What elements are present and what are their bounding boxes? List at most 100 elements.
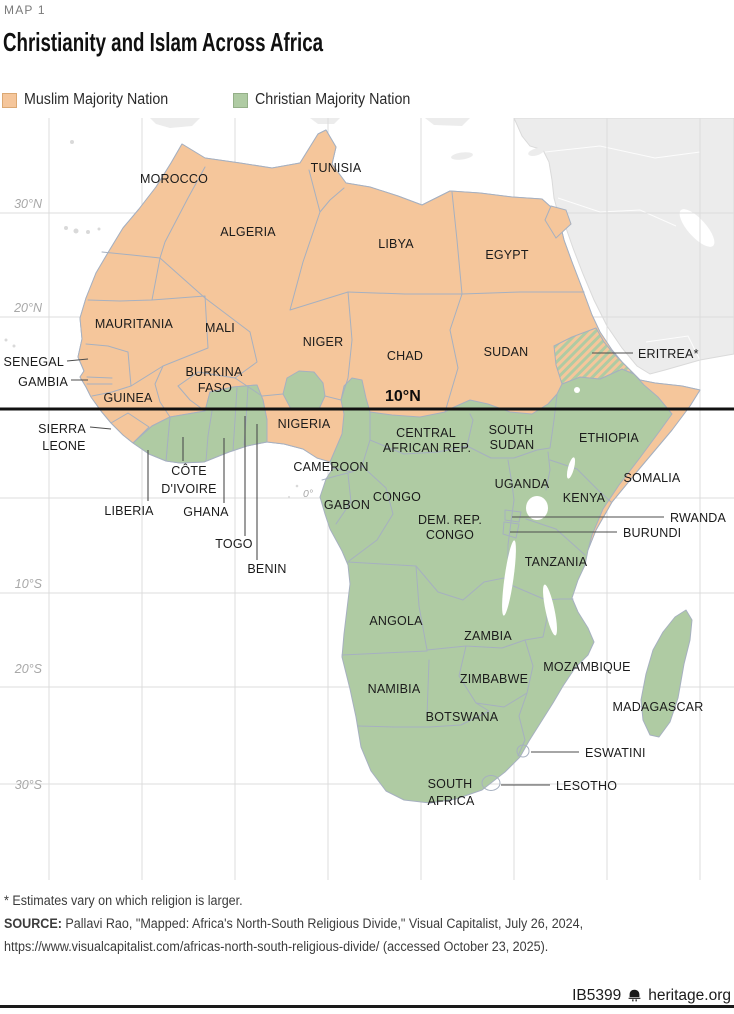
persian-gulf	[679, 209, 715, 247]
greece-sliver	[425, 118, 470, 126]
legend: Muslim Majority Nation Christian Majorit…	[0, 91, 734, 109]
madagascar-shape	[640, 609, 693, 738]
label-madagascar: MADAGASCAR	[613, 700, 704, 714]
label-botswana: BOTSWANA	[426, 710, 499, 724]
madeira-island	[70, 140, 74, 144]
label-algeria: ALGERIA	[220, 225, 276, 239]
label-namibia: NAMIBIA	[368, 682, 421, 696]
ten-north-label: 10°N	[385, 388, 421, 405]
africa-map: 30°N 20°N 10°S 20°S 30°S 0° 10°N MOROCCO…	[0, 118, 734, 880]
label-somalia: SOMALIA	[624, 471, 681, 485]
label-morocco: MOROCCO	[140, 172, 208, 186]
canary-island-4	[97, 227, 101, 231]
label-south-sudan-2: SUDAN	[490, 438, 535, 452]
africa-muslim-north	[77, 129, 635, 463]
middle-east-land	[513, 118, 734, 375]
label-gambia: GAMBIA	[18, 375, 68, 389]
country-borders	[85, 166, 612, 791]
burundi-shape	[502, 521, 520, 539]
label-burundi: BURUNDI	[623, 526, 681, 540]
label-tunisia: TUNISIA	[311, 161, 362, 175]
label-angola: ANGOLA	[369, 614, 423, 628]
country-labels: MOROCCO TUNISIA ALGERIA LIBYA EGYPT MAUR…	[95, 161, 704, 808]
muslim-swatch	[2, 92, 17, 108]
sao-tome-island	[295, 484, 299, 488]
label-faso: FASO	[198, 381, 232, 395]
label-niger: NIGER	[303, 335, 344, 349]
document-id: IB5399	[572, 987, 622, 1004]
bottom-rule	[0, 1005, 734, 1008]
sicily-sliver	[310, 118, 340, 124]
callout-lines	[66, 352, 664, 786]
legend-item-christian: Christian Majority Nation	[233, 91, 424, 109]
rwanda-shape	[504, 509, 522, 523]
other-landmass	[4, 118, 734, 498]
lakes	[502, 387, 580, 636]
label-burkina: BURKINA	[186, 365, 243, 379]
label-cote: CÔTE	[171, 463, 207, 478]
senegal-callout-line	[66, 358, 89, 362]
site-link[interactable]: heritage.org	[648, 987, 731, 1004]
source-prefix: SOURCE:	[4, 916, 62, 931]
spain-sliver	[150, 118, 200, 128]
label-togo: TOGO	[215, 537, 252, 551]
cape-verde-1	[4, 338, 8, 342]
gray-border-3	[645, 335, 701, 361]
christian-swatch	[233, 92, 248, 108]
label-ghana: GHANA	[183, 505, 229, 519]
canary-island-1	[64, 226, 68, 230]
label-mali: MALI	[205, 321, 235, 335]
label-zimbabwe: ZIMBABWE	[460, 672, 528, 686]
label-cameroon: CAMEROON	[293, 460, 368, 474]
lesotho-shape	[481, 775, 501, 791]
label-ethiopia: ETHIOPIA	[579, 431, 639, 445]
label-gabon: GABON	[324, 498, 370, 512]
label-south-africa-1: SOUTH	[428, 777, 473, 791]
lake-tanganyika	[502, 540, 516, 616]
eswatini-shape	[516, 744, 530, 758]
label-kenya: KENYA	[563, 491, 606, 505]
lat-label-30s: 30°S	[15, 778, 43, 792]
label-egypt: EGYPT	[485, 248, 529, 262]
source-text: Pallavi Rao, "Mapped: Africa's North-Sou…	[61, 916, 584, 931]
liberia-shape	[132, 416, 171, 462]
cape-verde-2	[12, 344, 16, 348]
heritage-bell-icon	[628, 989, 641, 1002]
legend-label-muslim: Muslim Majority Nation	[24, 91, 169, 108]
gray-border-2	[557, 197, 677, 227]
label-divoire: D'IVOIRE	[161, 482, 216, 496]
label-mauritania: MAURITANIA	[95, 317, 174, 331]
eritrea-shape	[553, 327, 635, 385]
label-rwanda: RWANDA	[670, 511, 727, 525]
label-senegal: SENEGAL	[4, 355, 64, 369]
lake-tana	[574, 387, 580, 393]
label-nigeria: NIGERIA	[278, 417, 331, 431]
gray-border-1	[544, 145, 701, 159]
latitude-labels: 30°N 20°N 10°S 20°S 30°S	[13, 197, 43, 792]
page-title: Christianity and Islam Across Africa	[3, 27, 324, 57]
lake-victoria	[526, 496, 548, 520]
label-dem-rep: DEM. REP.	[418, 513, 482, 527]
crete-island	[451, 152, 473, 160]
label-lesotho: LESOTHO	[556, 779, 617, 793]
label-eswatini: ESWATINI	[585, 746, 646, 760]
somalia-shape	[587, 373, 701, 551]
label-central: CENTRAL	[396, 426, 456, 440]
label-south-sudan-1: SOUTH	[489, 423, 534, 437]
label-drc-congo: CONGO	[426, 528, 474, 542]
label-zambia: ZAMBIA	[464, 629, 512, 643]
sierra-leone-callout-line	[89, 426, 112, 430]
sinai-shape	[544, 205, 572, 239]
label-liberia: LIBERIA	[104, 504, 154, 518]
canary-island-3	[86, 230, 90, 234]
christian-swatch-icon	[233, 92, 248, 108]
lat-label-20s: 20°S	[14, 662, 43, 676]
label-uganda: UGANDA	[495, 477, 550, 491]
atlantic-islands	[4, 140, 299, 498]
label-congo: CONGO	[373, 490, 421, 504]
label-african-rep: AFRICAN REP.	[383, 441, 471, 455]
cyprus-island	[528, 148, 544, 156]
label-tanzania: TANZANIA	[525, 555, 588, 569]
label-guinea: GUINEA	[103, 391, 153, 405]
